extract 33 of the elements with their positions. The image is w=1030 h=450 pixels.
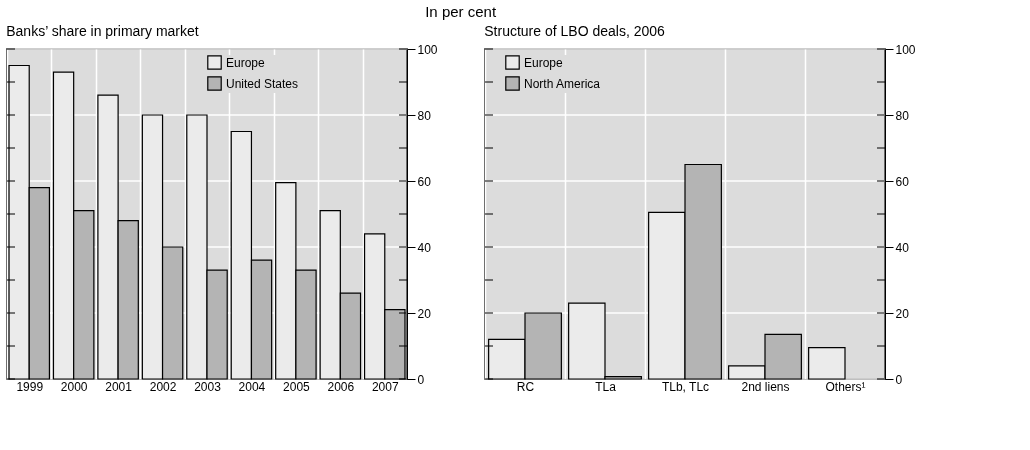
y-tick-label: 0	[895, 372, 903, 387]
chart-title: Banks’ share in primary market	[6, 23, 199, 39]
x-tick-label: 2000	[60, 379, 88, 394]
y-tick-label: 100	[895, 42, 916, 57]
x-tick-label: Others¹	[825, 379, 866, 394]
chart-title: Structure of LBO deals, 2006	[484, 23, 666, 39]
x-tick-label: 2nd liens	[741, 379, 790, 394]
y-tick-label: 40	[895, 240, 910, 255]
y-tick-label: 20	[417, 306, 432, 321]
y-tick-label: 60	[417, 174, 432, 189]
y-tick-label: 20	[895, 306, 910, 321]
x-tick-label: 2003	[194, 379, 222, 394]
y-tick-label: 60	[895, 174, 910, 189]
x-tick-label: 2001	[105, 379, 133, 394]
y-tick-label: 40	[417, 240, 432, 255]
legend-label: Europe	[524, 55, 564, 70]
x-tick-label: TLb, TLc	[661, 379, 710, 394]
x-tick-label: TLa	[595, 379, 617, 394]
y-tick-label: 80	[417, 108, 432, 123]
x-tick-label: 2006	[327, 379, 355, 394]
legend-label: United States	[226, 76, 299, 91]
y-tick-label: 0	[417, 372, 425, 387]
x-tick-label: 2002	[149, 379, 177, 394]
x-tick-label: 2007	[371, 379, 399, 394]
legend-label: Europe	[226, 55, 266, 70]
x-tick-label: 1999	[16, 379, 44, 394]
x-tick-label: RC	[516, 379, 535, 394]
legend-label: North America	[524, 76, 601, 91]
y-tick-label: 80	[895, 108, 910, 123]
y-tick-label: 100	[417, 42, 438, 57]
x-tick-label: 2005	[283, 379, 311, 394]
x-tick-label: 2004	[238, 379, 266, 394]
text: In per cent	[425, 3, 497, 21]
